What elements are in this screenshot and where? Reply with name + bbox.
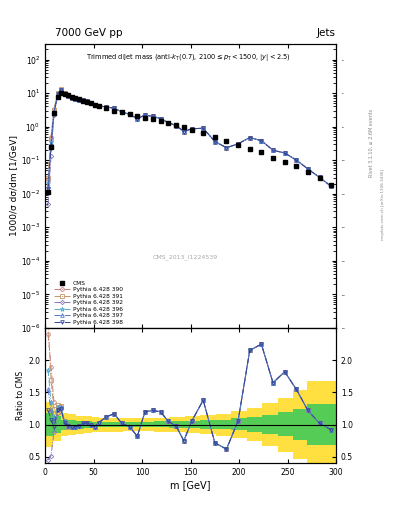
Text: Jets: Jets xyxy=(317,28,336,38)
Text: 7000 GeV pp: 7000 GeV pp xyxy=(55,28,123,38)
X-axis label: m [GeV]: m [GeV] xyxy=(170,480,211,490)
Text: CMS_2013_I1224539: CMS_2013_I1224539 xyxy=(152,254,217,260)
Text: Rivet 3.1.10, ≥ 2.6M events: Rivet 3.1.10, ≥ 2.6M events xyxy=(369,109,374,178)
Text: mcplots.cern.ch [arXiv:1306.3436]: mcplots.cern.ch [arXiv:1306.3436] xyxy=(381,169,385,240)
Y-axis label: 1000/σ dσ/dm [1/GeV]: 1000/σ dσ/dm [1/GeV] xyxy=(9,135,18,236)
Text: Trimmed dijet mass (anti-$k_\mathrm{T}$(0.7), 2100$\leq p_\mathrm{T}<$1500, $|y|: Trimmed dijet mass (anti-$k_\mathrm{T}$(… xyxy=(86,52,290,63)
Y-axis label: Ratio to CMS: Ratio to CMS xyxy=(17,371,26,420)
Legend: CMS, Pythia 6.428 390, Pythia 6.428 391, Pythia 6.428 392, Pythia 6.428 396, Pyt: CMS, Pythia 6.428 390, Pythia 6.428 391,… xyxy=(54,281,123,325)
